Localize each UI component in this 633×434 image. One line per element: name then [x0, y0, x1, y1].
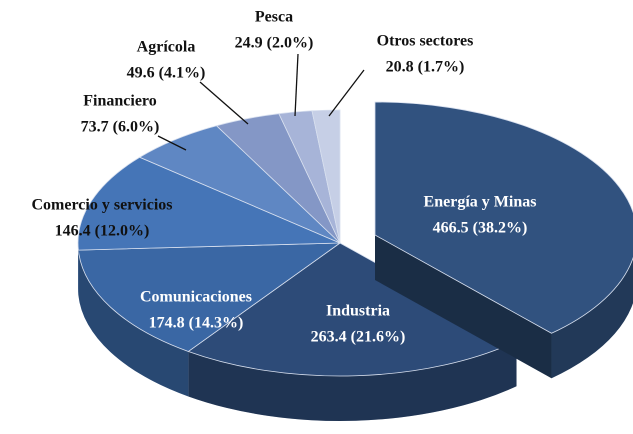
leader-line	[294, 53, 299, 117]
slice-label: Otros sectores	[377, 33, 474, 50]
slice-cut	[375, 235, 552, 379]
leader-line	[199, 81, 249, 125]
value-label: 263.4 (21.6%)	[311, 329, 406, 346]
value-label: 73.7 (6.0%)	[81, 119, 160, 136]
slice-label: Financiero	[83, 93, 156, 110]
value-label: 49.6 (4.1%)	[127, 65, 206, 82]
value-label: 20.8 (1.7%)	[386, 59, 465, 76]
value-label: 466.5 (38.2%)	[433, 220, 528, 237]
slice-label: Comercio y servicios	[32, 197, 173, 214]
slice-side	[188, 341, 517, 421]
leader-line	[328, 69, 365, 117]
leader-line	[157, 135, 187, 151]
slice-side-shade	[188, 341, 517, 421]
slice	[77, 242, 342, 352]
labels: Energía y Minas 466.5 (38.2%) Industria 263…	[32, 9, 537, 346]
slice	[187, 242, 518, 377]
slice-label: Energía y Minas	[424, 194, 537, 211]
value-label: 174.8 (14.3%)	[149, 315, 244, 332]
slice-side-shade	[78, 250, 189, 397]
slice-label: Comunicaciones	[140, 289, 252, 306]
slice-side-shade	[551, 257, 633, 379]
pie	[77, 101, 633, 421]
slice-label: Agrícola	[137, 39, 196, 56]
slice-label: Industria	[326, 303, 390, 320]
slice	[311, 109, 341, 244]
slice	[374, 101, 633, 334]
slice	[77, 156, 341, 251]
slice-side	[78, 250, 189, 397]
value-label: 24.9 (2.0%)	[235, 35, 314, 52]
value-label: 146.4 (12.0%)	[55, 223, 150, 240]
slice-side	[551, 257, 633, 379]
slice-cut-shade	[375, 235, 552, 379]
slice-label: Pesca	[255, 9, 293, 26]
